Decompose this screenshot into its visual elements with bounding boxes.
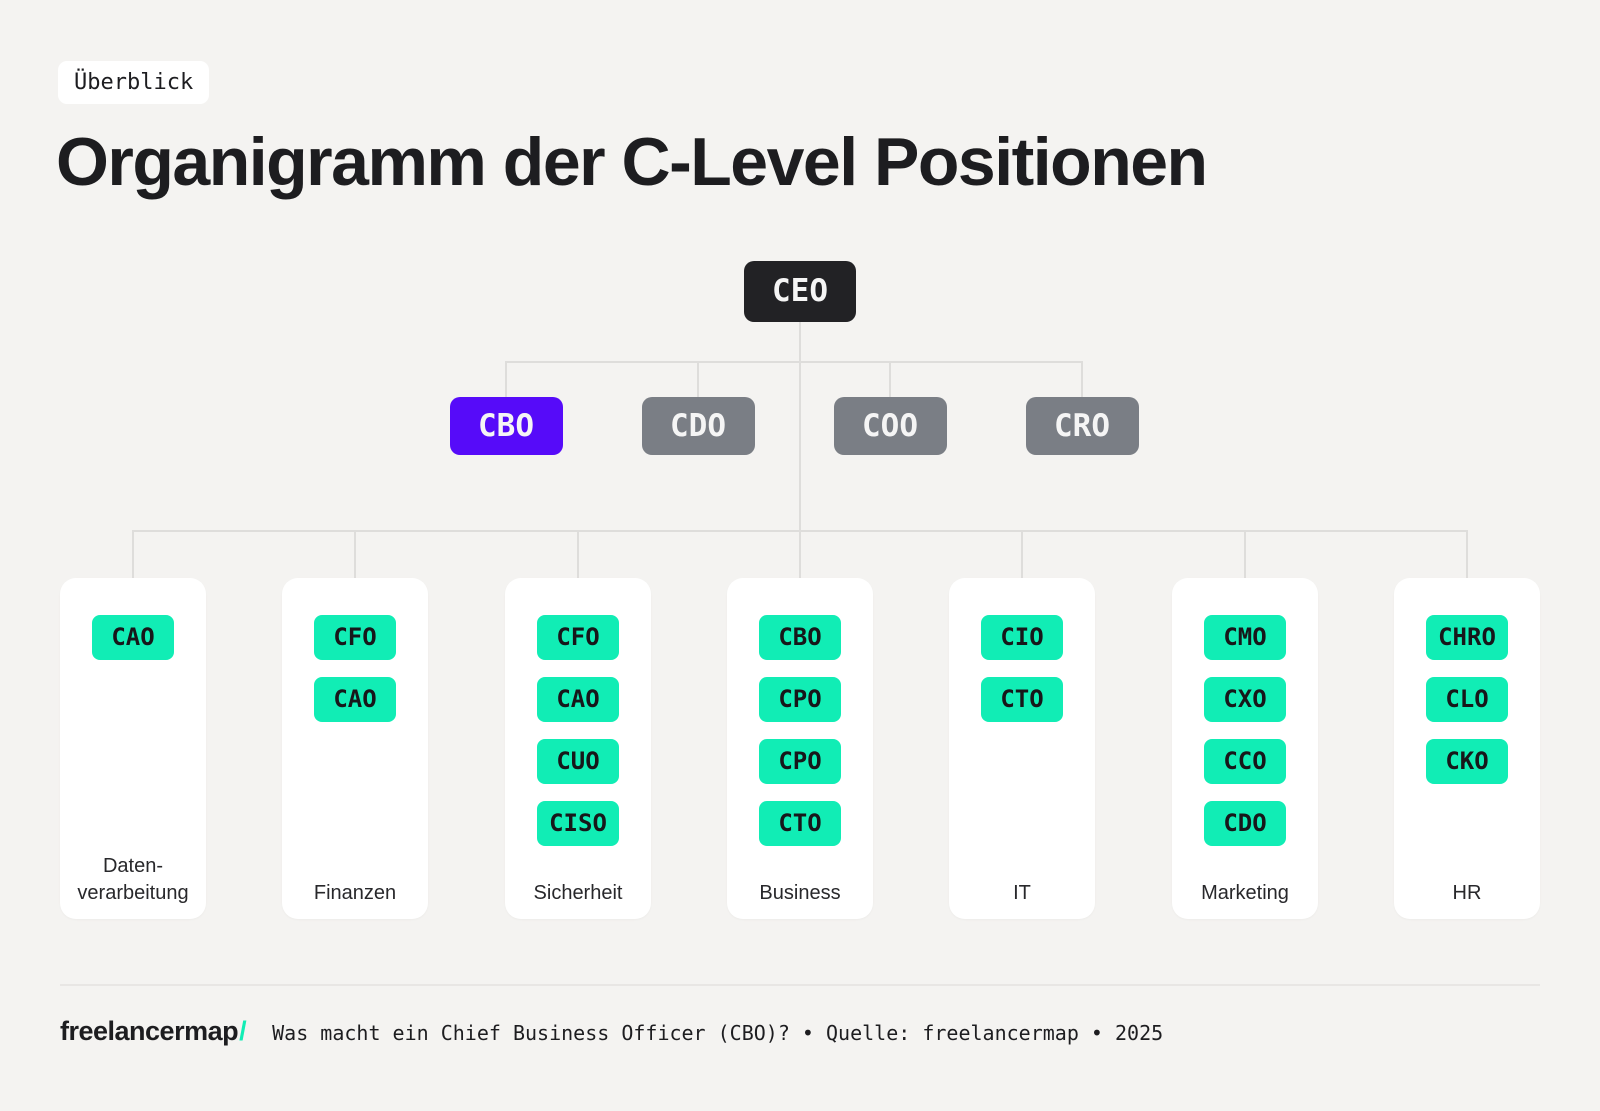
department-card-business: CBO CPO CPO CTO Business — [727, 578, 873, 919]
connector-line — [799, 322, 801, 532]
department-label: Sicherheit — [505, 880, 651, 907]
role-chip: CAO — [92, 615, 174, 660]
department-card-hr: CHRO CLO CKO HR — [1394, 578, 1540, 919]
department-label-line: Sicherheit — [533, 882, 623, 904]
role-chip: CBO — [759, 615, 841, 660]
role-chip-list: CHRO CLO CKO — [1394, 615, 1540, 784]
department-label: Finanzen — [282, 880, 428, 907]
role-chip: CTO — [759, 801, 841, 846]
department-card-daten-verarbeitung: CAO Daten-verarbeitung — [60, 578, 206, 919]
role-chip: CTO — [981, 677, 1063, 722]
department-label-line: Finanzen — [313, 882, 397, 904]
overview-badge: Überblick — [58, 61, 210, 104]
role-chip: CIO — [981, 615, 1063, 660]
department-label: Business — [727, 880, 873, 907]
role-chip: CAO — [314, 677, 396, 722]
connector-line — [505, 361, 507, 397]
logo-text: freelancermap — [60, 1016, 239, 1046]
department-card-it: CIO CTO IT — [949, 578, 1095, 919]
freelancermap-logo: freelancermap/ — [60, 1016, 247, 1047]
department-label-line: HR — [1452, 882, 1482, 904]
role-chip: CDO — [1204, 801, 1286, 846]
role-chip: CPO — [759, 739, 841, 784]
org-node-ceo: CEO — [744, 261, 856, 322]
org-node-coo: COO — [833, 397, 947, 455]
connector-line — [697, 361, 699, 397]
department-label-line: verarbeitung — [77, 882, 189, 904]
department-card-finanzen: CFO CAO Finanzen — [282, 578, 428, 919]
connector-line — [1466, 530, 1468, 578]
connector-line — [799, 530, 801, 578]
role-chip: CLO — [1426, 677, 1508, 722]
logo-slash-icon: / — [239, 1016, 247, 1046]
department-label: HR — [1394, 880, 1540, 907]
connector-line — [1081, 361, 1083, 397]
role-chip-list: CAO — [60, 615, 206, 660]
department-label-line: Daten- — [102, 855, 164, 877]
role-chip: CAO — [537, 677, 619, 722]
role-chip: CUO — [537, 739, 619, 784]
role-chip: CFO — [537, 615, 619, 660]
page-title: Organigramm der C-Level Positionen — [56, 124, 1208, 200]
role-chip: CFO — [314, 615, 396, 660]
org-node-cbo: CBO — [449, 397, 563, 455]
department-card-marketing: CMO CXO CCO CDO Marketing — [1172, 578, 1318, 919]
role-chip: CHRO — [1426, 615, 1508, 660]
department-label-line: IT — [1013, 882, 1031, 904]
footer-divider — [60, 984, 1540, 986]
role-chip: CCO — [1204, 739, 1286, 784]
department-label: IT — [949, 880, 1095, 907]
role-chip: CISO — [537, 801, 619, 846]
department-card-sicherheit: CFO CAO CUO CISO Sicherheit — [505, 578, 651, 919]
department-label-line: Marketing — [1201, 882, 1289, 904]
role-chip-list: CMO CXO CCO CDO — [1172, 615, 1318, 846]
role-chip: CKO — [1426, 739, 1508, 784]
org-node-cdo: CDO — [641, 397, 755, 455]
connector-line — [506, 361, 1082, 363]
footer-caption: Was macht ein Chief Business Officer (CB… — [272, 1021, 1164, 1045]
connector-line — [1244, 530, 1246, 578]
footer: freelancermap/ Was macht ein Chief Busin… — [60, 1016, 1540, 1047]
org-node-cro: CRO — [1025, 397, 1139, 455]
role-chip-list: CIO CTO — [949, 615, 1095, 722]
connector-line — [889, 361, 891, 397]
department-label: Marketing — [1172, 880, 1318, 907]
role-chip: CMO — [1204, 615, 1286, 660]
role-chip: CPO — [759, 677, 841, 722]
role-chip-list: CFO CAO CUO CISO — [505, 615, 651, 846]
role-chip-list: CBO CPO CPO CTO — [727, 615, 873, 846]
department-label-line: Business — [759, 882, 841, 904]
role-chip-list: CFO CAO — [282, 615, 428, 722]
department-label: Daten-verarbeitung — [60, 853, 206, 907]
role-chip: CXO — [1204, 677, 1286, 722]
connector-line — [1021, 530, 1023, 578]
connector-line — [577, 530, 579, 578]
connector-line — [354, 530, 356, 578]
connector-line — [132, 530, 134, 578]
